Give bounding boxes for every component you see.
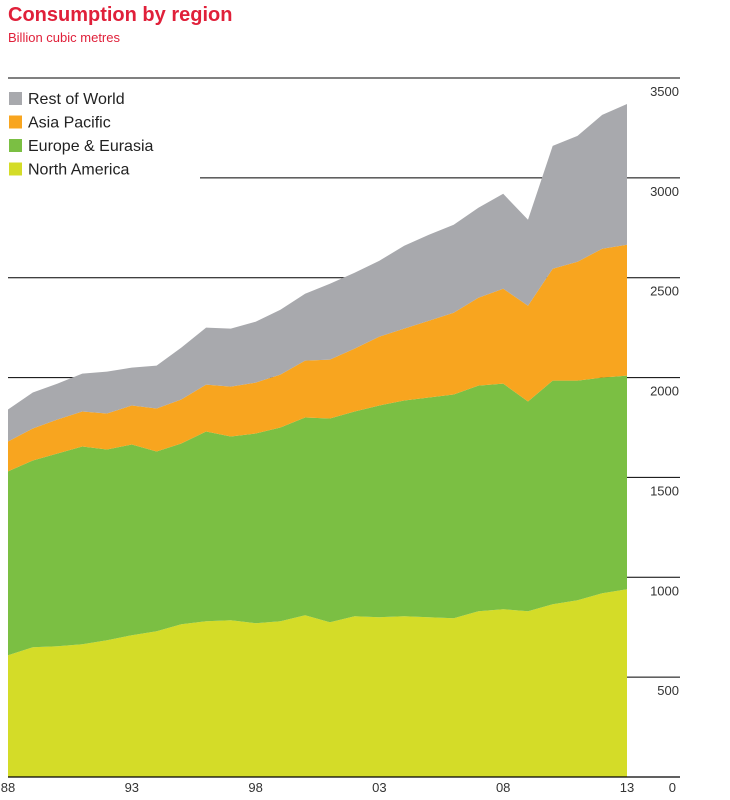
legend-label: North America	[28, 162, 129, 179]
chart-title: Consumption by region	[8, 4, 233, 26]
area-series-layer	[8, 104, 627, 777]
y-tick-label: 1500	[650, 483, 679, 498]
x-tick-label: 88	[1, 780, 15, 795]
x-tick-label: 13	[620, 780, 634, 795]
legend-swatch	[9, 162, 22, 176]
y-tick-label: 500	[657, 683, 679, 698]
axes: 0 500 1000 1500 2000 2500 3000 3500 88 93 98 03 08 13	[1, 84, 680, 795]
x-tick-label: 98	[248, 780, 262, 795]
y-tick-label: 2500	[650, 284, 679, 299]
legend-label: Europe & Eurasia	[28, 138, 154, 155]
chart-subtitle: Billion cubic metres	[8, 30, 120, 45]
legend-label: Asia Pacific	[28, 115, 111, 132]
area-europe-eurasia	[8, 375, 627, 656]
y-tick-label: 2000	[650, 384, 679, 399]
legend-label: Rest of World	[28, 91, 125, 108]
x-tick-label: 93	[125, 780, 139, 795]
area-rest-of-world	[8, 104, 627, 442]
area-asia-pacific	[8, 244, 627, 472]
y-tick-label: 3500	[650, 84, 679, 99]
x-tick-label: 08	[496, 780, 510, 795]
x-tick-label: 03	[372, 780, 386, 795]
y-tick-label: 0	[669, 780, 676, 795]
legend-swatch	[9, 139, 22, 152]
legend-swatch	[9, 92, 22, 105]
area-north-america	[8, 589, 627, 777]
y-tick-label: 1000	[650, 583, 679, 598]
y-tick-label: 3000	[650, 184, 679, 199]
legend: Rest of World Asia Pacific Europe & Eurasi…	[9, 91, 154, 179]
legend-swatch	[9, 115, 22, 129]
